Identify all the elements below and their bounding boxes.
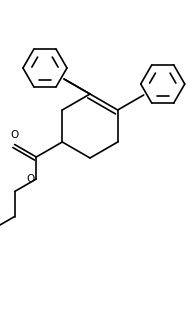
Text: O: O (26, 174, 34, 184)
Text: O: O (10, 131, 19, 141)
